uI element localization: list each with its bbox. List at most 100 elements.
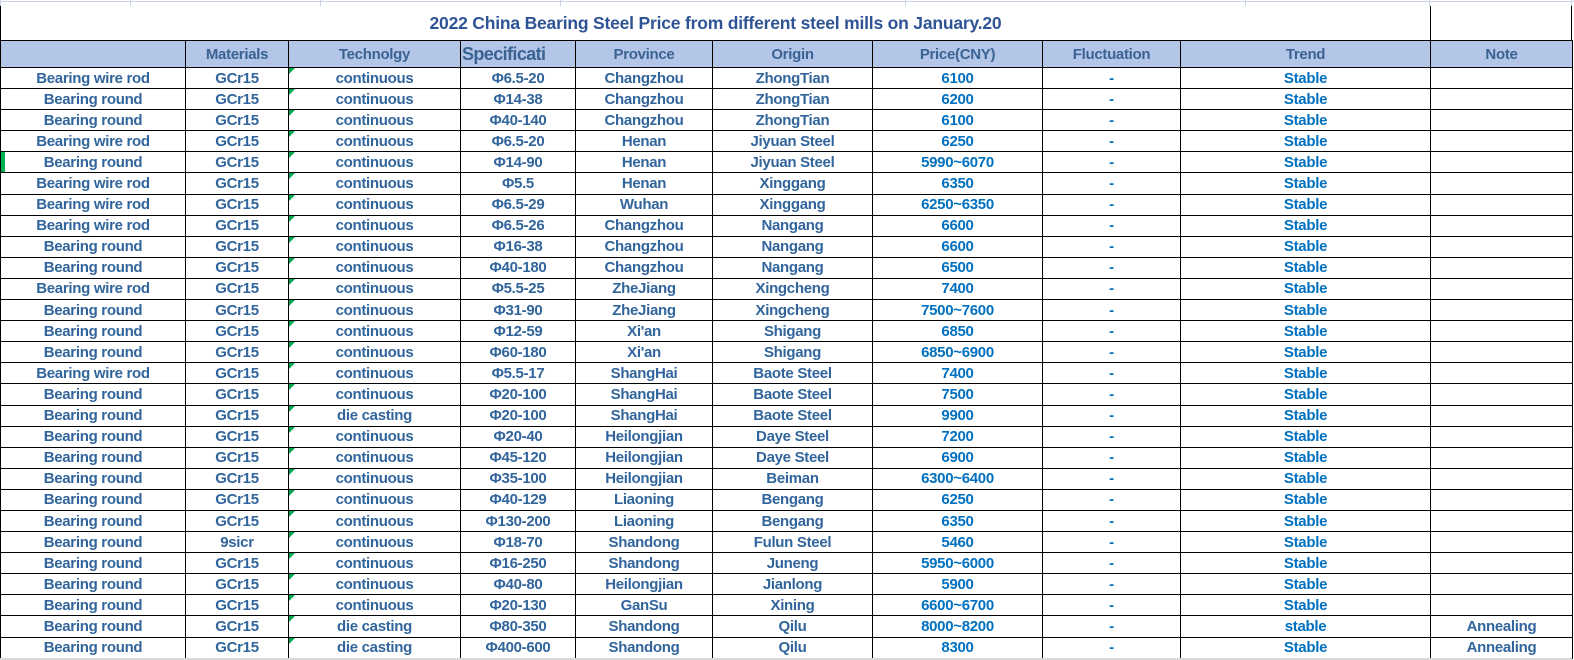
cell-price[interactable]: 8300 xyxy=(872,636,1043,659)
cell-specification[interactable]: Φ6.5-20 xyxy=(460,66,576,90)
cell-material[interactable]: GCr15 xyxy=(185,509,289,533)
cell-product[interactable]: Bearing round xyxy=(0,88,186,111)
cell-note[interactable] xyxy=(1430,446,1573,469)
cell-technology[interactable]: continuous xyxy=(288,573,461,596)
cell-trend[interactable]: Stable xyxy=(1180,193,1431,216)
cell-province[interactable]: Changzhou xyxy=(575,88,713,111)
cell-specification[interactable]: Φ12-59 xyxy=(460,320,576,343)
cell-technology[interactable]: continuous xyxy=(288,88,461,111)
cell-note[interactable] xyxy=(1430,109,1573,132)
cell-technology[interactable]: continuous xyxy=(288,531,461,554)
cell-province[interactable]: Heilongjian xyxy=(575,573,713,596)
cell-price[interactable]: 5990~6070 xyxy=(872,151,1043,174)
cell-trend[interactable]: Stable xyxy=(1180,467,1431,490)
cell-technology[interactable]: continuous xyxy=(288,594,461,617)
cell-material[interactable]: GCr15 xyxy=(185,277,289,301)
cell-product[interactable]: Bearing wire rod xyxy=(0,214,186,237)
cell-province[interactable]: Heilongjian xyxy=(575,467,713,490)
cell-origin[interactable]: Daye Steel xyxy=(712,446,873,469)
cell-price[interactable]: 7400 xyxy=(872,362,1043,385)
cell-technology[interactable]: continuous xyxy=(288,151,461,174)
cell-product[interactable]: Bearing round xyxy=(0,256,186,279)
cell-trend[interactable]: Stable xyxy=(1180,109,1431,132)
cell-product[interactable]: Bearing round xyxy=(0,531,186,554)
cell-price[interactable]: 6250~6350 xyxy=(872,193,1043,216)
cell-origin[interactable]: Xinggang xyxy=(712,172,873,195)
cell-note[interactable] xyxy=(1430,341,1573,364)
cell-note[interactable] xyxy=(1430,214,1573,237)
cell-fluctuation[interactable]: - xyxy=(1042,341,1181,364)
cell-technology[interactable]: continuous xyxy=(288,362,461,385)
cell-price[interactable]: 6600~6700 xyxy=(872,594,1043,617)
cell-specification[interactable]: Φ6.5-29 xyxy=(460,193,576,216)
cell-origin[interactable]: Beiman xyxy=(712,467,873,490)
cell-product[interactable]: Bearing round xyxy=(0,383,186,406)
cell-specification[interactable]: Φ130-200 xyxy=(460,509,576,533)
cell-fluctuation[interactable]: - xyxy=(1042,235,1181,258)
cell-specification[interactable]: Φ20-100 xyxy=(460,404,576,427)
cell-technology[interactable]: continuous xyxy=(288,383,461,406)
cell-product[interactable]: Bearing round xyxy=(0,509,186,533)
cell-origin[interactable]: Daye Steel xyxy=(712,425,873,448)
cell-material[interactable]: GCr15 xyxy=(185,467,289,490)
cell-note[interactable] xyxy=(1430,172,1573,195)
cell-trend[interactable]: Stable xyxy=(1180,256,1431,279)
cell-province[interactable]: Shandong xyxy=(575,615,713,638)
cell-product[interactable]: Bearing round xyxy=(0,467,186,490)
cell-origin[interactable]: Jiyuan Steel xyxy=(712,130,873,153)
cell-material[interactable]: GCr15 xyxy=(185,214,289,237)
cell-technology[interactable]: die casting xyxy=(288,404,461,427)
cell-province[interactable]: Changzhou xyxy=(575,235,713,258)
cell-origin[interactable]: ZhongTian xyxy=(712,88,873,111)
cell-product[interactable]: Bearing round xyxy=(0,573,186,596)
cell-product[interactable]: Bearing round xyxy=(0,235,186,258)
cell-material[interactable]: 9sicr xyxy=(185,531,289,554)
cell-specification[interactable]: Φ16-250 xyxy=(460,552,576,575)
cell-material[interactable]: GCr15 xyxy=(185,341,289,364)
cell-product[interactable]: Bearing round xyxy=(0,446,186,469)
cell-technology[interactable]: continuous xyxy=(288,467,461,490)
cell-technology[interactable]: continuous xyxy=(288,235,461,258)
cell-material[interactable]: GCr15 xyxy=(185,594,289,617)
cell-note[interactable] xyxy=(1430,467,1573,490)
title-note-empty-cell[interactable] xyxy=(1430,6,1572,40)
cell-trend[interactable]: Stable xyxy=(1180,277,1431,301)
cell-fluctuation[interactable]: - xyxy=(1042,66,1181,90)
cell-fluctuation[interactable]: - xyxy=(1042,362,1181,385)
cell-technology[interactable]: continuous xyxy=(288,66,461,90)
cell-province[interactable]: Wuhan xyxy=(575,193,713,216)
cell-note[interactable] xyxy=(1430,299,1573,322)
cell-price[interactable]: 7500 xyxy=(872,383,1043,406)
cell-technology[interactable]: continuous xyxy=(288,446,461,469)
cell-fluctuation[interactable]: - xyxy=(1042,299,1181,322)
cell-province[interactable]: ZheJiang xyxy=(575,299,713,322)
cell-material[interactable]: GCr15 xyxy=(185,425,289,448)
cell-specification[interactable]: Φ31-90 xyxy=(460,299,576,322)
cell-fluctuation[interactable]: - xyxy=(1042,383,1181,406)
cell-price[interactable]: 6300~6400 xyxy=(872,467,1043,490)
cell-technology[interactable]: continuous xyxy=(288,256,461,279)
cell-fluctuation[interactable]: - xyxy=(1042,531,1181,554)
cell-fluctuation[interactable]: - xyxy=(1042,151,1181,174)
cell-trend[interactable]: Stable xyxy=(1180,151,1431,174)
cell-trend[interactable]: Stable xyxy=(1180,404,1431,427)
cell-note[interactable] xyxy=(1430,320,1573,343)
cell-product[interactable]: Bearing round xyxy=(0,320,186,343)
cell-specification[interactable]: Φ14-90 xyxy=(460,151,576,174)
cell-note[interactable] xyxy=(1430,193,1573,216)
cell-province[interactable]: Shandong xyxy=(575,531,713,554)
cell-origin[interactable]: Baote Steel xyxy=(712,383,873,406)
cell-fluctuation[interactable]: - xyxy=(1042,467,1181,490)
cell-material[interactable]: GCr15 xyxy=(185,88,289,111)
cell-note[interactable]: Annealing xyxy=(1430,636,1573,659)
header-province[interactable]: Province xyxy=(575,40,713,68)
cell-technology[interactable]: continuous xyxy=(288,299,461,322)
cell-material[interactable]: GCr15 xyxy=(185,636,289,659)
cell-note[interactable] xyxy=(1430,594,1573,617)
cell-material[interactable]: GCr15 xyxy=(185,488,289,511)
cell-price[interactable]: 6500 xyxy=(872,256,1043,279)
cell-fluctuation[interactable]: - xyxy=(1042,488,1181,511)
cell-note[interactable] xyxy=(1430,552,1573,575)
cell-specification[interactable]: Φ5.5 xyxy=(460,172,576,195)
cell-trend[interactable]: Stable xyxy=(1180,552,1431,575)
